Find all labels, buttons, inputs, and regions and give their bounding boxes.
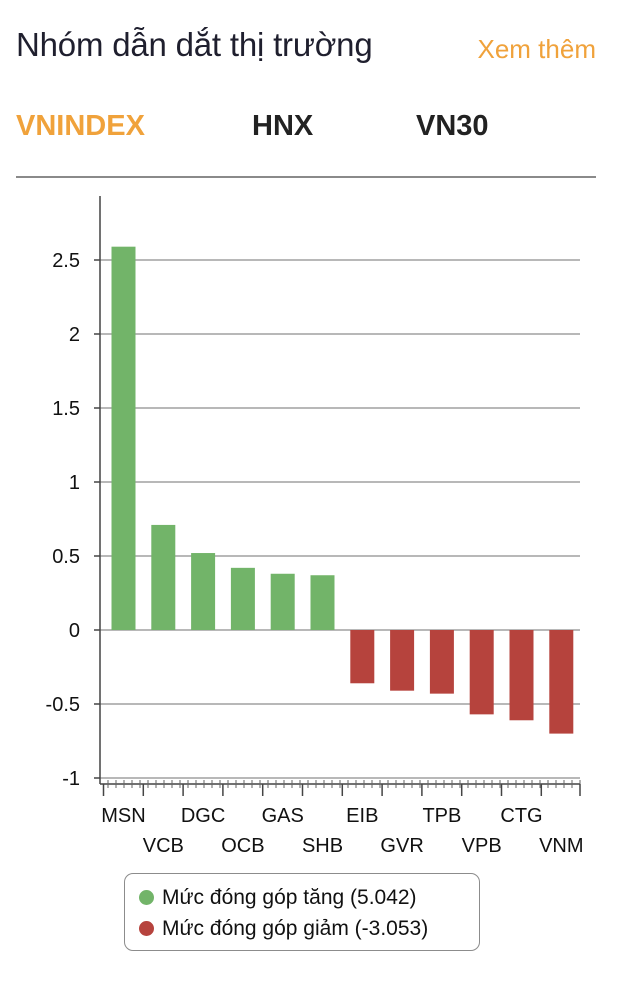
legend-label-decrease: Mức đóng góp giảm (-3.053) xyxy=(162,916,429,940)
y-tick-label: -0.5 xyxy=(46,694,80,716)
bar-ctg xyxy=(509,630,534,721)
bar-shb xyxy=(310,575,335,630)
chart-title: Nhóm dẫn dắt thị trường xyxy=(16,26,373,63)
tab-hnx[interactable]: HNX xyxy=(252,110,314,142)
x-tick-label-vcb: VCB xyxy=(143,835,184,857)
x-tick-label-shb: SHB xyxy=(302,835,343,857)
tabs-divider xyxy=(16,176,596,178)
x-tick-label-tpb: TPB xyxy=(422,805,461,827)
bar-gas xyxy=(270,573,295,630)
tab-vn30[interactable]: VN30 xyxy=(416,110,489,142)
bar-vcb xyxy=(151,524,176,630)
tab-vnindex[interactable]: VNINDEX xyxy=(16,110,145,142)
y-tick-label: 0 xyxy=(69,620,80,642)
view-more-link[interactable]: Xem thêm xyxy=(477,34,597,64)
y-tick-label: -1 xyxy=(62,768,80,790)
contribution-bar-chart: 2.5 2 1.5 1 0.5 0 -0.5 -1 MSN VCB DGC OCB GAS SHBEIBG… xyxy=(46,196,584,857)
decrease-dot-icon xyxy=(139,921,154,936)
bar-gvr xyxy=(390,630,415,691)
increase-dot-icon xyxy=(139,890,154,905)
bar-tpb xyxy=(429,630,454,694)
x-tick-label-vnm: VNM xyxy=(539,835,583,857)
bar-vpb xyxy=(469,630,494,715)
bar-dgc xyxy=(191,553,216,630)
y-tick-label: 1 xyxy=(69,472,80,494)
y-tick-label: 0.5 xyxy=(52,546,80,568)
y-tick-label: 2.5 xyxy=(52,250,80,272)
bar-vnm xyxy=(549,630,574,734)
legend-label-increase: Mức đóng góp tăng (5.042) xyxy=(162,885,417,909)
y-tick-label: 2 xyxy=(69,324,80,346)
x-tick-label-ctg: CTG xyxy=(500,805,542,827)
x-tick-label-eib: EIB xyxy=(346,805,378,827)
bar-eib xyxy=(350,630,375,684)
chart-legend: Mức đóng góp tăng (5.042) Mức đóng góp g… xyxy=(124,873,480,951)
y-tick-label: 1.5 xyxy=(52,398,80,420)
x-tick-label-dgc: DGC xyxy=(181,805,225,827)
bar-ocb xyxy=(230,567,255,630)
x-tick-label-vpb: VPB xyxy=(462,835,502,857)
legend-item-increase[interactable]: Mức đóng góp tăng (5.042) xyxy=(139,882,479,913)
x-tick-label-gvr: GVR xyxy=(380,835,423,857)
x-tick-label-ocb: OCB xyxy=(221,835,264,857)
x-tick-label-gas: GAS xyxy=(262,805,304,827)
bar-msn xyxy=(111,246,136,630)
legend-item-decrease[interactable]: Mức đóng góp giảm (-3.053) xyxy=(139,913,479,944)
index-tabs: VNINDEX HNX VN30 xyxy=(16,110,596,150)
x-tick-label-msn: MSN xyxy=(101,805,145,827)
chart-header: Nhóm dẫn dắt thị trường Xem thêm xyxy=(16,26,596,76)
